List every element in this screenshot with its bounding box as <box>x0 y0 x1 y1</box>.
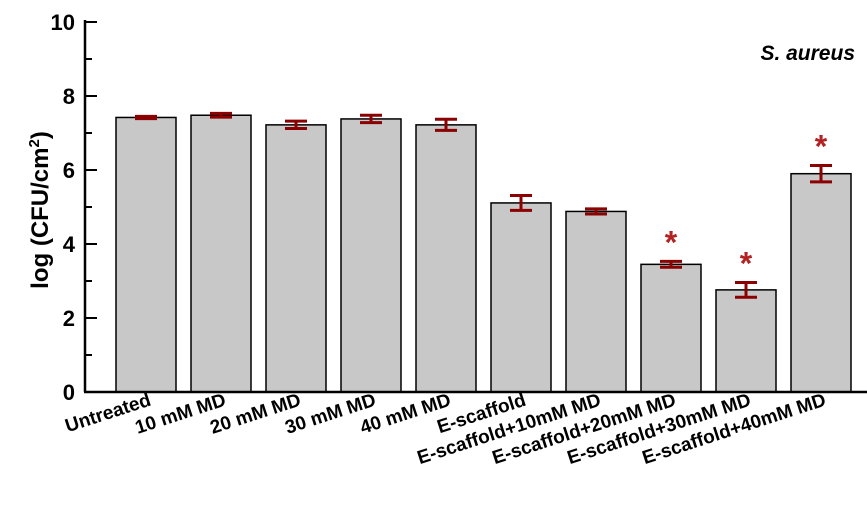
organism-annotation: S. aureus <box>760 42 855 65</box>
y-tick-label: 0 <box>63 380 75 405</box>
y-axis-label-close: ) <box>27 131 54 139</box>
error-bar <box>735 280 757 299</box>
y-tick-label: 8 <box>63 84 75 109</box>
significance-marker: * <box>740 245 753 281</box>
bar <box>565 210 627 393</box>
error-bar <box>660 259 682 269</box>
bar <box>340 118 402 393</box>
error-bar <box>435 117 457 132</box>
error-bar <box>510 194 532 212</box>
error-bar <box>585 207 607 216</box>
error-bar <box>210 111 232 119</box>
error-bar <box>360 113 382 125</box>
bar <box>415 124 477 393</box>
y-tick-label: 4 <box>63 232 76 257</box>
bar <box>115 116 177 393</box>
y-ticks-layer: 0 2 4 6 8 10 <box>51 10 97 405</box>
y-axis-label-main: log (CFU/cm <box>27 148 54 289</box>
y-tick-label: 2 <box>63 306 75 331</box>
significance-layer: * * * <box>665 129 828 282</box>
y-tick-label: 6 <box>63 158 75 183</box>
bar <box>715 289 777 393</box>
significance-marker: * <box>815 129 828 165</box>
error-bar <box>285 119 307 131</box>
error-bar <box>135 114 157 121</box>
bar <box>265 124 327 393</box>
bar <box>640 263 702 393</box>
significance-marker: * <box>665 224 678 260</box>
y-axis-label-superscript: 2 <box>26 139 43 147</box>
error-bar <box>810 164 832 184</box>
bar <box>190 114 252 393</box>
bars-layer <box>115 114 852 393</box>
bar <box>790 172 852 393</box>
y-tick-label: 10 <box>51 10 75 35</box>
error-bars-layer <box>135 111 832 299</box>
bar <box>490 202 552 393</box>
y-axis-label: log (CFU/cm2) <box>26 131 54 289</box>
